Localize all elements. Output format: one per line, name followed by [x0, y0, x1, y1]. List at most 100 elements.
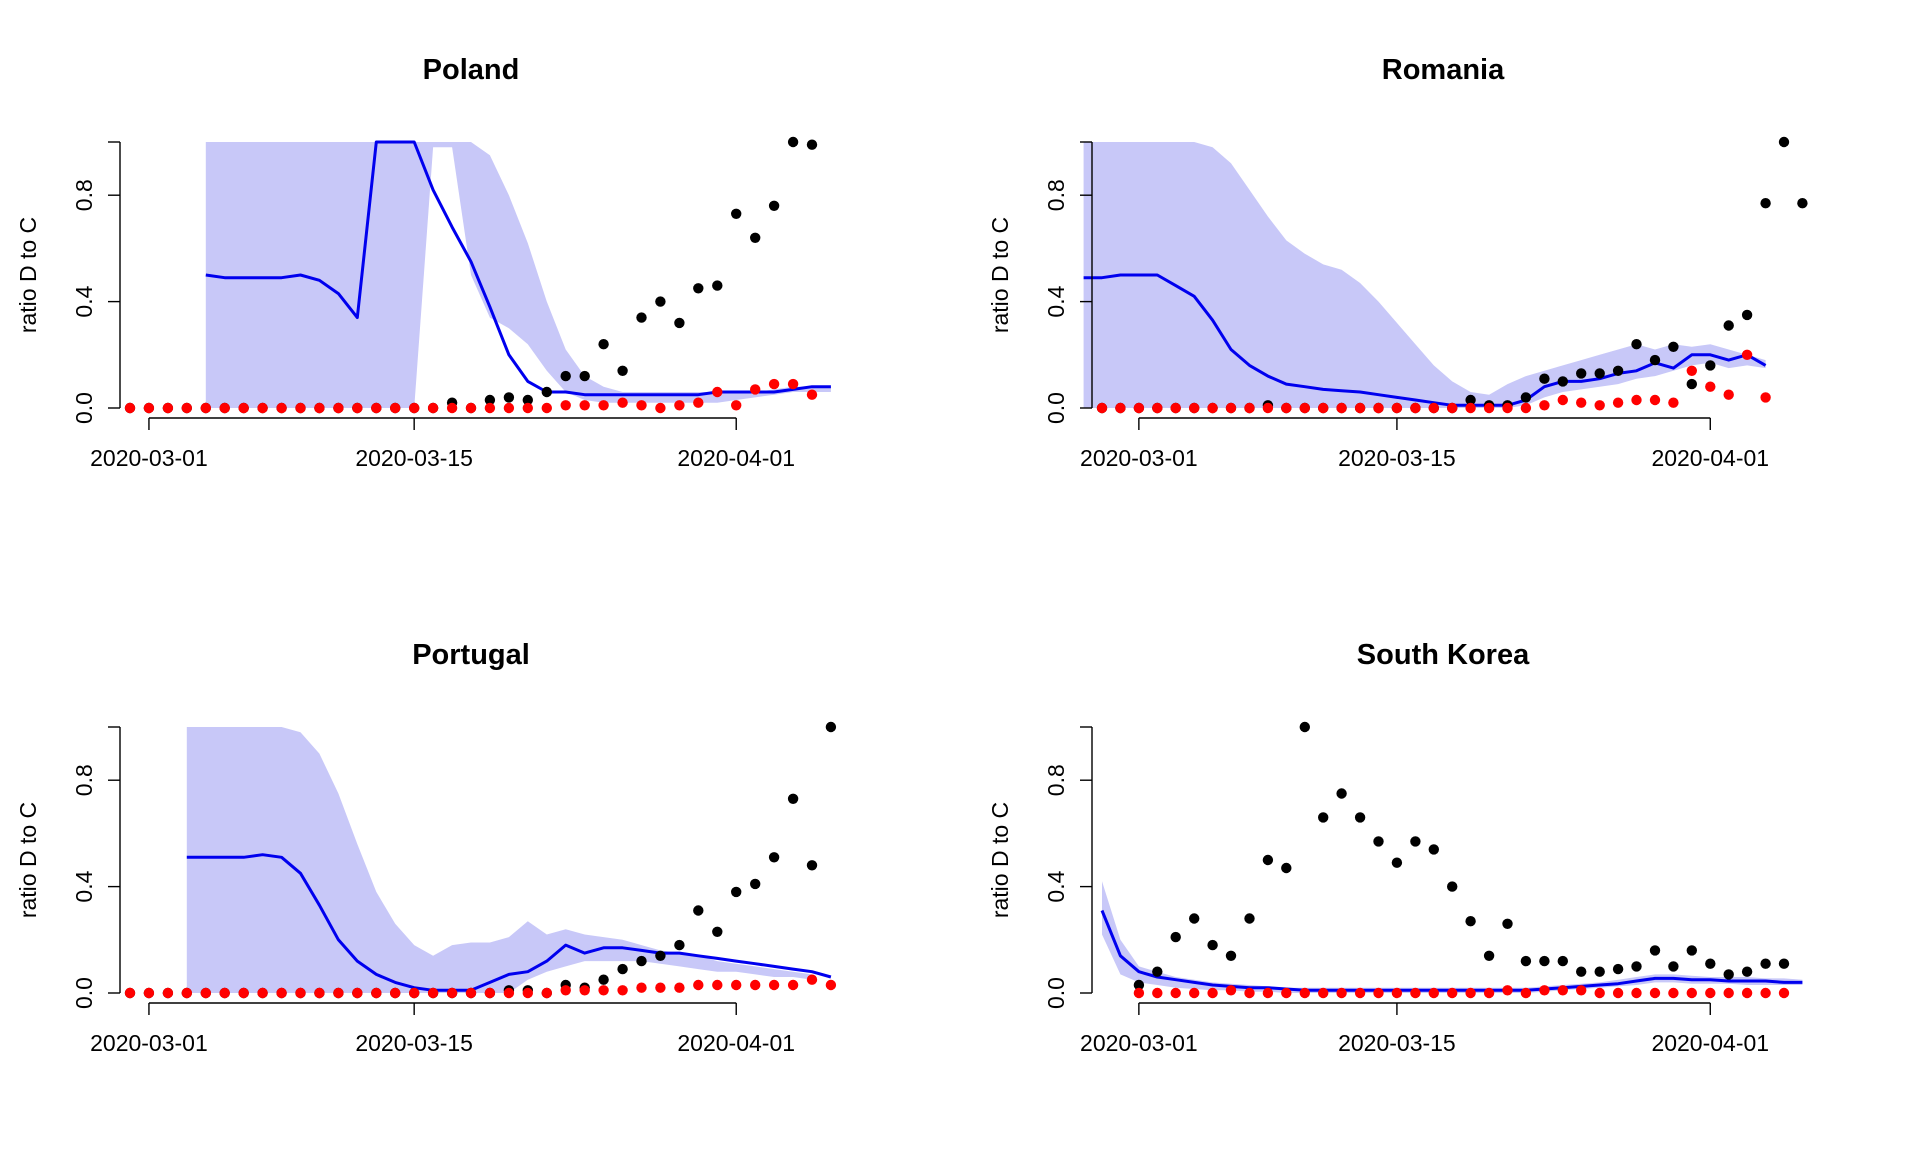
red-point: [787, 378, 799, 390]
black-point: [1299, 721, 1311, 733]
red-point: [1391, 987, 1403, 999]
black-point: [712, 926, 723, 937]
black-point: [1649, 354, 1661, 366]
black-point: [541, 386, 552, 398]
black-point: [617, 963, 628, 975]
y-axis-label: ratio D to C: [987, 802, 1013, 918]
red-point: [731, 400, 742, 411]
chart-title: South Korea: [1357, 639, 1530, 671]
black-point: [1483, 950, 1495, 961]
black-point: [1373, 836, 1384, 847]
black-point: [484, 394, 496, 406]
red-point: [1539, 400, 1550, 411]
black-point: [1391, 857, 1403, 868]
red-point: [1281, 987, 1292, 999]
y-tick-label: 0.8: [1043, 179, 1069, 211]
red-point: [503, 402, 515, 414]
estimate-line: [1100, 909, 1803, 992]
red-point: [1152, 402, 1163, 414]
black-point: [1557, 376, 1569, 387]
red-point: [1723, 389, 1734, 400]
x-tick-label: 2020-04-01: [677, 1030, 795, 1056]
red-point: [598, 400, 609, 411]
red-point: [124, 402, 136, 414]
red-point: [1741, 987, 1753, 999]
red-point: [655, 982, 666, 993]
red-point: [276, 402, 287, 414]
black-point: [1778, 958, 1790, 969]
confidence-band: [205, 142, 831, 408]
red-point: [1244, 402, 1255, 414]
red-point: [143, 987, 155, 999]
red-point: [1262, 402, 1274, 414]
red-point: [617, 985, 628, 996]
black-point: [598, 339, 609, 350]
red-point: [712, 979, 723, 991]
black-point: [693, 283, 704, 294]
red-point: [750, 384, 761, 395]
black-point: [1576, 966, 1587, 977]
black-point: [1594, 966, 1605, 977]
red-point: [787, 979, 799, 991]
y-axis-label: ratio D to C: [987, 217, 1013, 333]
black-point: [1539, 955, 1550, 967]
x-tick-label: 2020-04-01: [677, 445, 795, 471]
red-point: [427, 987, 439, 999]
red-point: [1760, 987, 1771, 999]
black-point: [636, 312, 647, 323]
red-point: [541, 402, 552, 414]
black-point: [1723, 969, 1734, 980]
black-point: [768, 852, 780, 863]
black-point: [1686, 945, 1698, 956]
red-point: [371, 987, 382, 999]
red-point: [1594, 987, 1605, 999]
black-point: [655, 950, 666, 961]
red-point: [371, 402, 382, 414]
black-point: [1428, 844, 1440, 855]
red-point: [1778, 987, 1790, 999]
x-tick-label: 2020-04-01: [1651, 1030, 1769, 1056]
red-point: [1207, 987, 1218, 999]
red-point: [124, 987, 136, 999]
black-point: [1189, 913, 1200, 924]
y-tick-label: 0.4: [1043, 870, 1069, 902]
black-point: [1539, 373, 1550, 384]
black-point: [731, 886, 742, 898]
red-point: [1668, 987, 1679, 999]
red-point: [579, 400, 590, 411]
red-point: [1686, 987, 1698, 999]
y-tick-label: 0.8: [71, 179, 97, 211]
black-point: [1557, 955, 1569, 967]
black-point: [1225, 950, 1237, 961]
black-point: [1244, 913, 1255, 924]
red-point: [674, 982, 685, 993]
red-point: [522, 402, 533, 414]
black-point: [731, 208, 742, 219]
y-axis-label: ratio D to C: [15, 802, 41, 918]
red-point: [465, 987, 477, 999]
y-tick-label: 0.0: [71, 977, 97, 1009]
black-point: [1207, 939, 1218, 951]
red-point: [806, 389, 818, 400]
red-point: [1447, 987, 1458, 999]
black-point: [1576, 368, 1587, 379]
red-point: [1096, 402, 1108, 414]
red-point: [1483, 402, 1495, 414]
black-point: [503, 392, 515, 403]
confidence-band: [186, 727, 813, 993]
confidence-band: [1083, 142, 1766, 408]
x-tick-label: 2020-04-01: [1651, 445, 1769, 471]
red-point: [1225, 985, 1237, 996]
red-point: [200, 402, 211, 414]
black-point: [1741, 966, 1753, 977]
black-point: [1447, 881, 1458, 892]
black-point: [1520, 955, 1532, 967]
red-point: [427, 402, 439, 414]
red-point: [1612, 987, 1624, 999]
y-tick-label: 0.8: [1043, 764, 1069, 796]
red-point: [1539, 985, 1550, 996]
red-point: [1465, 402, 1476, 414]
red-point: [276, 987, 287, 999]
red-point: [200, 987, 211, 999]
black-point: [1465, 916, 1476, 927]
